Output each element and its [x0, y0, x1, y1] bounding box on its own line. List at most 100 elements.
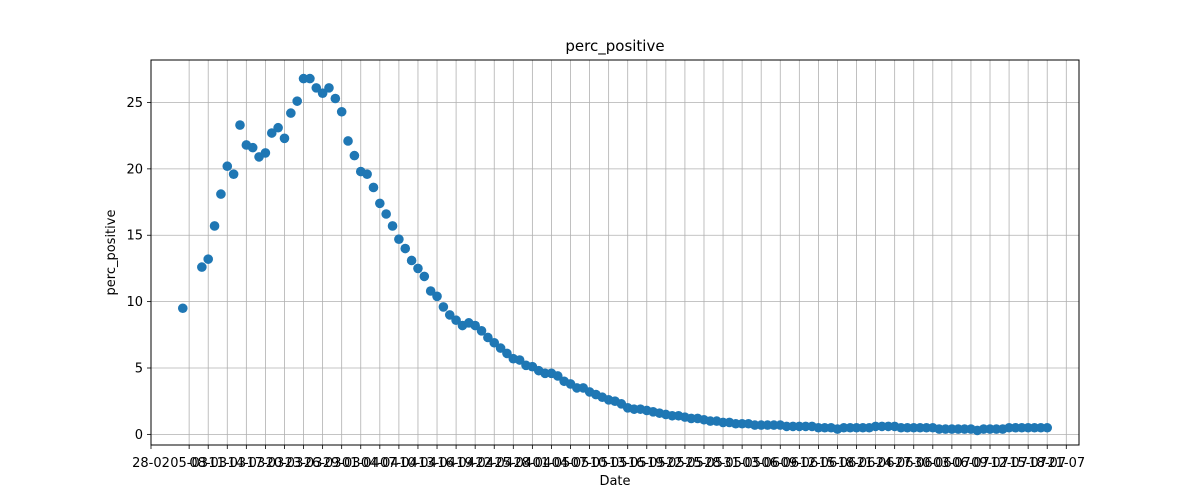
data-point [502, 348, 512, 359]
x-tick-label: 08-03 [189, 456, 227, 471]
data-point [438, 302, 449, 312]
x-tick-label: 07-04 [380, 456, 418, 471]
data-point [279, 133, 290, 144]
y-tick-label: 5 [135, 362, 143, 377]
data-point [311, 83, 322, 93]
x-tick-label: 18-06 [838, 456, 876, 471]
x-tick-label: 13-05 [609, 456, 647, 471]
x-tick-label: 26-03 [304, 456, 342, 471]
data-point [476, 326, 487, 336]
data-point [470, 320, 480, 331]
data-point [209, 221, 220, 231]
data-point [317, 88, 328, 98]
x-tick-label: 12-06 [800, 456, 838, 471]
x-tick-label: 09-06 [780, 456, 818, 471]
x-tick-label: 28-02 [132, 456, 170, 471]
x-tick-label: 28-04 [513, 456, 551, 471]
x-tick-label: 25-04 [494, 456, 532, 471]
y-tick-label: 25 [126, 96, 143, 111]
x-tick-label: 14-03 [227, 456, 265, 471]
x-tick-label: 19-04 [456, 456, 494, 471]
x-axis-label: Date [599, 474, 630, 489]
x-tick-label: 10-05 [590, 456, 628, 471]
data-point [286, 108, 296, 118]
data-point [368, 182, 379, 193]
data-point [330, 93, 341, 104]
x-tick-label: 24-06 [876, 456, 914, 471]
x-tick-label: 22-04 [475, 456, 513, 471]
data-point [425, 286, 436, 296]
data-point [292, 96, 302, 106]
data-point [406, 255, 417, 266]
data-point [203, 254, 214, 264]
x-tick-label: 20-03 [266, 456, 304, 471]
x-tick-label: 03-07 [933, 456, 971, 471]
data-point [228, 169, 239, 179]
data-point [216, 189, 226, 199]
x-tick-label: 31-05 [723, 456, 761, 471]
plot-frame [150, 59, 1080, 446]
x-tick-label: 29-03 [323, 456, 361, 471]
data-point [349, 150, 360, 161]
x-tick-label: 15-07 [1009, 456, 1047, 471]
x-tick-label: 01-04 [342, 456, 380, 471]
data-point [266, 128, 277, 138]
x-tick-label: 04-04 [361, 456, 399, 471]
x-tick-label: 03-06 [742, 456, 780, 471]
x-tick-label: 18-07 [1028, 456, 1066, 471]
data-point [375, 198, 385, 209]
chart-title: perc_positive [565, 37, 664, 56]
data-point [444, 310, 455, 320]
y-tick-label: 0 [135, 428, 143, 443]
data-point [177, 303, 188, 314]
data-point [336, 106, 347, 117]
y-axis-label: perc_positive [104, 210, 119, 296]
x-tick-label: 12-07 [990, 456, 1028, 471]
x-tick-label: 28-05 [704, 456, 742, 471]
y-gridlines [151, 102, 1079, 435]
data-point [394, 234, 404, 245]
data-point [324, 83, 334, 93]
data-point [489, 337, 500, 348]
data-point [483, 332, 493, 343]
x-tick-label: 06-06 [761, 456, 799, 471]
data-point [400, 243, 411, 254]
x-tick-label: 30-06 [914, 456, 952, 471]
x-tick-label: 11-03 [208, 456, 246, 471]
x-tick-label: 21-06 [857, 456, 895, 471]
x-tick-label: 27-06 [895, 456, 933, 471]
x-tick-label: 21-07 [1047, 456, 1085, 471]
x-tick-label: 17-03 [247, 456, 285, 471]
data-point [222, 161, 233, 172]
x-tick-label: 19-05 [647, 456, 685, 471]
data-point [413, 263, 423, 274]
data-point [343, 136, 353, 146]
data-point [451, 315, 461, 326]
x-tick-label: 13-04 [418, 456, 456, 471]
x-tick-label: 15-06 [819, 456, 857, 471]
y-tick-label: 10 [126, 295, 143, 310]
data-point [362, 169, 372, 179]
x-tick-label: 16-05 [628, 456, 666, 471]
y-axis-ticks: 0 5 10 15 20 25 [126, 96, 151, 443]
data-point [381, 209, 391, 219]
x-tick-label: 23-03 [285, 456, 323, 471]
x-tick-label: 16-04 [437, 456, 475, 471]
x-tick-label: 01-05 [533, 456, 571, 471]
x-tick-label: 06-07 [952, 456, 990, 471]
data-point [495, 343, 506, 353]
y-tick-label: 15 [126, 229, 143, 244]
data-point [260, 148, 271, 158]
x-tick-label: 05-03 [170, 456, 208, 471]
data-point [514, 355, 525, 365]
x-tick-label: 04-05 [552, 456, 590, 471]
x-tick-label: 09-07 [971, 456, 1009, 471]
x-tick-label: 22-05 [666, 456, 704, 471]
y-tick-label: 20 [126, 162, 143, 177]
data-point [432, 291, 442, 302]
data-point [235, 120, 245, 130]
data-point [552, 371, 563, 381]
